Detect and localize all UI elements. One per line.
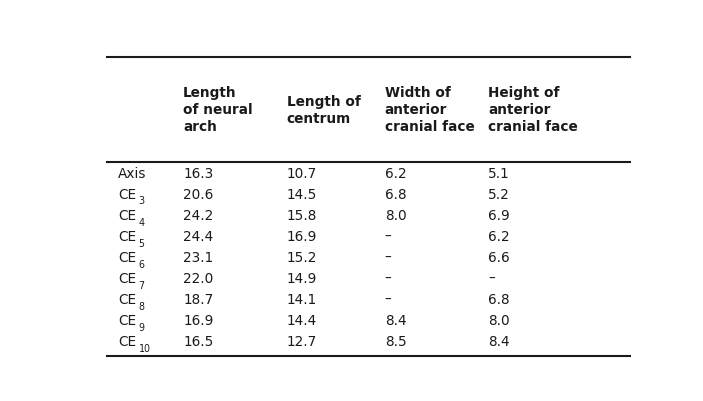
Text: CE: CE — [118, 271, 136, 285]
Text: –: – — [385, 229, 392, 243]
Text: 14.9: 14.9 — [287, 271, 317, 285]
Text: 4: 4 — [138, 217, 145, 227]
Text: 22.0: 22.0 — [183, 271, 214, 285]
Text: 6.8: 6.8 — [385, 187, 406, 201]
Text: 6.2: 6.2 — [385, 166, 406, 180]
Text: CE: CE — [118, 187, 136, 201]
Text: 14.1: 14.1 — [287, 292, 317, 306]
Text: 16.3: 16.3 — [183, 166, 214, 180]
Text: 18.7: 18.7 — [183, 292, 214, 306]
Text: 16.9: 16.9 — [183, 313, 214, 327]
Text: 8.5: 8.5 — [385, 334, 406, 348]
Text: 16.5: 16.5 — [183, 334, 214, 348]
Text: 23.1: 23.1 — [183, 250, 214, 264]
Text: Height of
anterior
cranial face: Height of anterior cranial face — [489, 86, 578, 134]
Text: CE: CE — [118, 334, 136, 348]
Text: –: – — [385, 271, 392, 285]
Text: 9: 9 — [138, 322, 145, 332]
Text: 14.4: 14.4 — [287, 313, 317, 327]
Text: CE: CE — [118, 250, 136, 264]
Text: 5.1: 5.1 — [489, 166, 510, 180]
Text: 8: 8 — [138, 301, 145, 311]
Text: 8.0: 8.0 — [489, 313, 510, 327]
Text: CE: CE — [118, 292, 136, 306]
Text: 6.2: 6.2 — [489, 229, 510, 243]
Text: –: – — [489, 271, 495, 285]
Text: 10: 10 — [138, 343, 150, 353]
Text: 20.6: 20.6 — [183, 187, 214, 201]
Text: 14.5: 14.5 — [287, 187, 317, 201]
Text: CE: CE — [118, 229, 136, 243]
Text: 5.2: 5.2 — [489, 187, 510, 201]
Text: Axis: Axis — [118, 166, 146, 180]
Text: Length of
centrum: Length of centrum — [287, 95, 361, 125]
Text: CE: CE — [118, 313, 136, 327]
Text: 6.8: 6.8 — [489, 292, 510, 306]
Text: CE: CE — [118, 208, 136, 222]
Text: 15.2: 15.2 — [287, 250, 317, 264]
Text: 10.7: 10.7 — [287, 166, 317, 180]
Text: 7: 7 — [138, 280, 145, 290]
Text: 24.4: 24.4 — [183, 229, 214, 243]
Text: –: – — [385, 292, 392, 306]
Text: 16.9: 16.9 — [287, 229, 317, 243]
Text: 8.4: 8.4 — [489, 334, 510, 348]
Text: 8.4: 8.4 — [385, 313, 406, 327]
Text: –: – — [385, 250, 392, 264]
Text: 15.8: 15.8 — [287, 208, 317, 222]
Text: Length
of neural
arch: Length of neural arch — [183, 86, 253, 134]
Text: 12.7: 12.7 — [287, 334, 317, 348]
Text: 24.2: 24.2 — [183, 208, 214, 222]
Text: 8.0: 8.0 — [385, 208, 406, 222]
Text: 5: 5 — [138, 238, 145, 248]
Text: Width of
anterior
cranial face: Width of anterior cranial face — [385, 86, 475, 134]
Text: 6.9: 6.9 — [489, 208, 510, 222]
Text: 3: 3 — [138, 196, 145, 206]
Text: 6: 6 — [138, 259, 145, 269]
Text: 6.6: 6.6 — [489, 250, 510, 264]
